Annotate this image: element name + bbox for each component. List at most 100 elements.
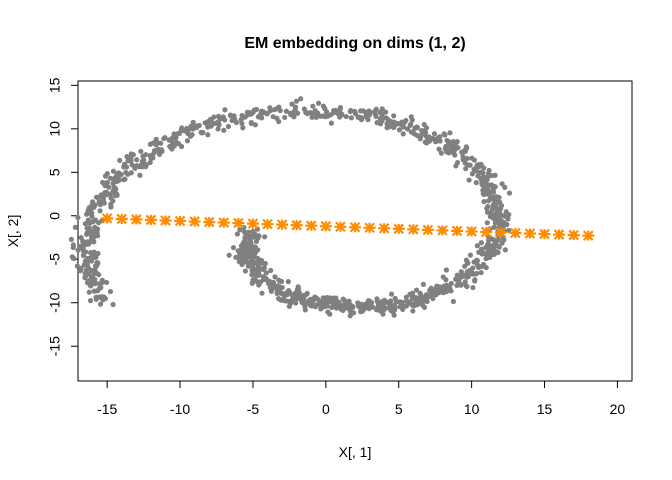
spiral-point <box>464 270 470 276</box>
spiral-point <box>396 127 402 133</box>
spiral-point <box>374 296 380 302</box>
spiral-point <box>459 274 465 280</box>
spiral-point <box>447 130 453 136</box>
y-tick-label: 15 <box>47 77 63 93</box>
spiral-point <box>380 303 386 309</box>
em-point <box>465 226 478 237</box>
spiral-point <box>458 282 464 288</box>
spiral-point <box>331 107 337 114</box>
spiral-point <box>215 126 221 132</box>
spiral-point <box>366 300 372 306</box>
spiral-point <box>322 300 328 306</box>
spiral-point <box>475 264 482 271</box>
spiral-point <box>476 249 482 255</box>
spiral-point <box>279 284 285 291</box>
spiral-point <box>428 285 434 291</box>
em-point <box>319 220 332 232</box>
spiral-point <box>215 113 222 119</box>
spiral-point <box>490 250 496 257</box>
spiral-point <box>252 276 258 283</box>
em-point <box>567 229 580 241</box>
spiral-point <box>380 307 386 313</box>
spiral-point <box>346 298 352 304</box>
spiral-point <box>104 170 110 177</box>
spiral-point <box>423 292 429 298</box>
spiral-point <box>343 305 349 311</box>
em-point <box>305 220 318 231</box>
spiral-point <box>333 295 339 301</box>
spiral-point <box>478 240 484 246</box>
spiral-point <box>462 263 468 269</box>
spiral-point <box>336 299 342 305</box>
spiral-point <box>417 136 423 142</box>
spiral-point <box>359 116 365 122</box>
spiral-point <box>350 304 356 310</box>
spiral-point <box>83 272 89 278</box>
spiral-point <box>314 110 321 116</box>
spiral-point <box>454 272 460 278</box>
spiral-point <box>388 307 394 314</box>
spiral-point <box>88 258 95 264</box>
spiral-point <box>430 295 436 302</box>
spiral-point <box>479 181 485 188</box>
y-tick-label: -5 <box>47 253 63 266</box>
spiral-point <box>403 303 410 309</box>
spiral-point <box>310 103 316 109</box>
y-tick-label: -10 <box>47 292 63 312</box>
spiral-point <box>470 284 476 291</box>
spiral-point <box>289 292 296 299</box>
spiral-point <box>404 126 411 132</box>
spiral-point <box>388 291 395 297</box>
spiral-point <box>259 110 266 116</box>
spiral-point <box>474 243 480 249</box>
em-point <box>261 218 274 230</box>
em-point <box>349 221 361 233</box>
spiral-point <box>293 300 299 306</box>
spiral-point <box>495 237 502 243</box>
spiral-point <box>249 244 256 250</box>
spiral-point <box>94 230 100 236</box>
y-tick-label: 10 <box>47 121 63 137</box>
spiral-point <box>447 286 453 292</box>
spiral-point <box>481 191 487 197</box>
spiral-point <box>108 201 114 207</box>
spiral-point <box>147 159 153 166</box>
spiral-point <box>484 245 491 251</box>
spiral-point <box>246 109 252 116</box>
spiral-point <box>238 117 244 123</box>
y-tick-label: 5 <box>47 168 63 176</box>
x-tick-label: 0 <box>322 401 330 417</box>
spiral-point <box>485 186 491 193</box>
spiral-point <box>478 176 484 182</box>
spiral-point <box>86 205 92 211</box>
spiral-point <box>293 98 300 104</box>
spiral-point <box>262 234 268 240</box>
spiral-point <box>472 277 478 283</box>
spiral-point <box>171 131 177 137</box>
spiral-point <box>469 155 475 161</box>
y-tick-label: 0 <box>47 212 63 220</box>
spiral-point <box>211 114 217 120</box>
spiral-point <box>91 204 97 210</box>
spiral-point <box>395 120 401 127</box>
spiral-point <box>295 294 301 300</box>
spiral-point <box>320 103 326 109</box>
spiral-point <box>270 114 276 120</box>
spiral-point <box>234 231 240 237</box>
spiral-point <box>339 112 345 118</box>
spiral-point <box>259 115 265 121</box>
spiral-point <box>118 172 124 178</box>
spiral-point <box>506 227 512 233</box>
spiral-point <box>500 221 506 227</box>
spiral-point <box>212 120 218 126</box>
spiral-point <box>400 131 406 137</box>
spiral-point <box>237 227 243 233</box>
spiral-point <box>295 286 301 292</box>
spiral-point <box>440 290 446 296</box>
x-tick-label: -15 <box>97 401 117 417</box>
em-point <box>538 228 551 240</box>
spiral-point <box>482 174 488 181</box>
spiral-point <box>499 181 505 187</box>
spiral-point <box>360 108 366 114</box>
spiral-point <box>290 296 296 302</box>
